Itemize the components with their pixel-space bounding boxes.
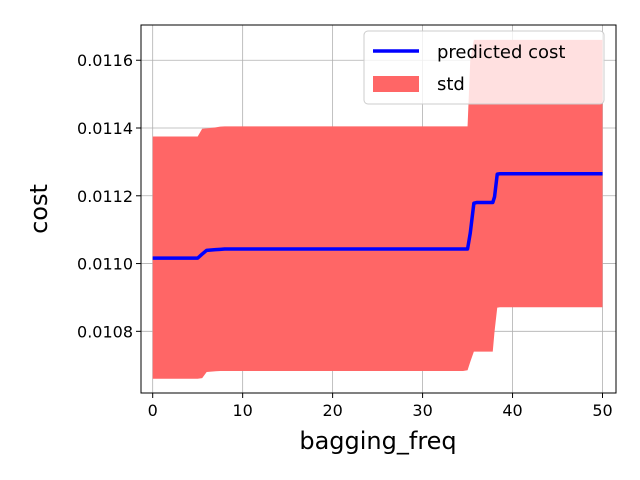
std-band [152, 39, 603, 379]
legend-std-label: std [437, 74, 465, 95]
legend-predicted-cost-label: predicted cost [437, 42, 565, 63]
y-axis-label: cost [25, 184, 53, 234]
x-tick-label: 20 [322, 401, 342, 420]
x-tick-label: 40 [502, 401, 522, 420]
x-tick-label: 0 [148, 401, 158, 420]
predicted-cost-line [152, 172, 603, 260]
legend-std-swatch [373, 76, 419, 92]
legend-box [363, 30, 605, 105]
x-axis-label: bagging_freq [299, 427, 456, 455]
plot-area [152, 39, 603, 379]
x-axis: 0 10 20 30 40 50 [148, 393, 613, 420]
x-tick-label: 30 [412, 401, 432, 420]
y-tick-label: 0.0114 [77, 119, 133, 138]
y-tick-label: 0.0110 [77, 255, 133, 274]
y-axis: 0.0108 0.0110 0.0112 0.0114 0.0116 [77, 51, 141, 341]
y-tick-label: 0.0112 [77, 187, 133, 206]
x-tick-label: 50 [592, 401, 612, 420]
y-tick-label: 0.0116 [77, 51, 133, 70]
y-tick-label: 0.0108 [77, 322, 133, 341]
plot-frame [140, 24, 617, 394]
x-tick-label: 10 [232, 401, 252, 420]
legend: predicted cost std [363, 30, 605, 105]
